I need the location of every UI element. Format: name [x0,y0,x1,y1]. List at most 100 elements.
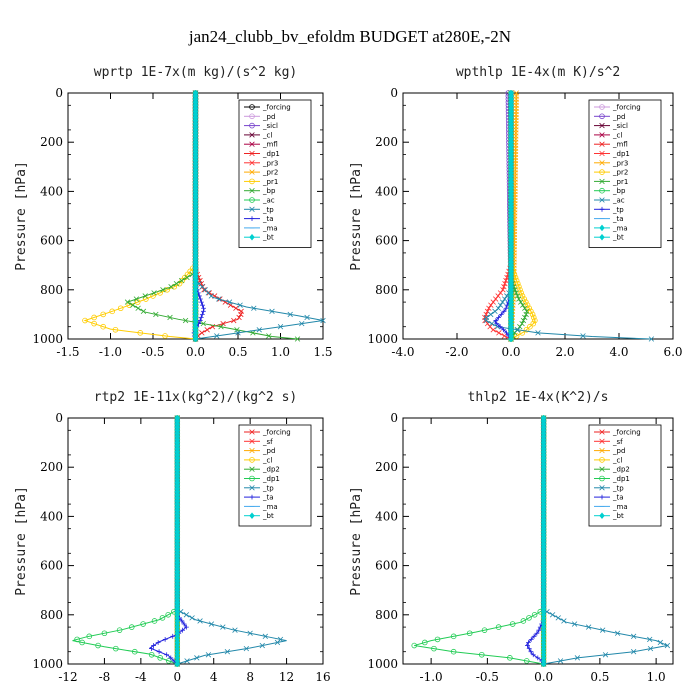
series-marker [218,324,224,330]
series-marker [134,299,141,305]
legend-label: _sicl [262,122,278,130]
series-marker [523,658,530,664]
x-tick-label: -8 [99,670,111,684]
series-marker [183,612,190,618]
series-marker [520,317,527,324]
series-marker [521,296,527,302]
series-marker [142,293,148,299]
x-tick-label: -12 [58,670,77,684]
series-marker [168,284,174,290]
series-marker [256,327,262,333]
y-tick-label: 600 [375,234,398,248]
chart-panel-2: wpthlp 1E-4x(m K)/s^2 Pressure [hPa] 0 200 4… [349,65,683,359]
series-marker [544,609,550,615]
legend-label: _ma [612,224,628,232]
y-axis-label: Pressure [hPa] [349,161,364,271]
series-marker [151,643,157,648]
series-marker [233,305,239,311]
legend-marker [599,178,605,185]
y-tick-label: 200 [375,460,398,474]
plot-frame [67,417,324,665]
series-marker [498,312,504,317]
series-marker [299,320,305,327]
series-marker [198,315,204,320]
series-bt [192,89,199,343]
series-marker [421,639,428,646]
series-marker [168,655,174,661]
legend-label: _ta [262,215,274,223]
series-marker [179,618,185,624]
x-tick-label: -0.5 [476,670,499,684]
legend-marker [249,438,255,444]
series-marker [514,280,521,287]
x-tick-label: 1.0 [271,345,290,359]
series-marker [500,287,506,293]
series-marker [495,293,501,299]
legend-marker [249,233,255,241]
legend-label: _bt [262,512,274,520]
series-marker [530,652,536,658]
legend: _forcing_sf_pd_cl _dp2_dp1_tp _ta_ma_bt [238,424,312,527]
legend-marker [249,169,255,175]
series-marker [574,655,581,661]
series-marker [531,611,538,618]
legend-label: _ta [262,494,274,502]
series-marker [515,327,521,333]
series-marker [518,290,524,296]
series-marker [614,630,621,636]
series-marker [509,621,516,627]
series-marker [91,320,97,327]
legend-marker [249,122,255,129]
legend-label: _pr3 [262,159,278,167]
chart-panel-1: wprtp 1E-7x(m kg)/(s^2 kg) Pressure [hPa]… [14,65,333,359]
series-marker [517,286,523,293]
series-marker [86,633,93,640]
series-marker [526,615,532,621]
legend-marker [249,160,255,166]
legend-box [588,424,662,527]
x-tick-label: 12 [279,670,294,684]
y-tick-label: 0 [55,411,63,425]
x-tick-label: 1.5 [313,345,332,359]
legend-label: _forcing [612,104,641,112]
legend-label: _sf [262,438,273,446]
series-marker [523,326,530,333]
series-marker [527,323,533,330]
legend-marker [599,224,605,232]
series-marker [411,642,418,649]
legend-marker [249,206,255,212]
legend-marker [249,485,255,491]
legend-marker [249,512,255,520]
legend-label: _tp [612,206,624,214]
x-tick-label: 1.0 [647,670,666,684]
series-marker [508,335,514,343]
series-marker [523,311,529,318]
series-marker [237,302,243,308]
series-marker [236,314,242,321]
legend-marker [599,169,605,175]
y-tick-label: 600 [40,559,63,573]
series-marker [664,642,671,649]
x-tick-label: 0.5 [590,670,609,684]
series-marker [520,302,526,308]
series-marker [208,293,214,299]
legend-marker [249,188,255,194]
legend-label: _pr3 [612,159,628,167]
series-marker [238,311,244,318]
series-marker [160,287,166,293]
series-marker [197,277,203,284]
series-marker [277,324,284,330]
series-marker [204,327,210,333]
series-marker [274,639,281,646]
x-tick-label: 0 [173,670,181,684]
series-marker [557,658,564,664]
x-tick-label: 0.0 [186,345,205,359]
series-marker [165,611,171,618]
series-marker [162,637,168,642]
legend-marker [249,466,255,472]
legend-label: _pd [262,113,275,121]
figure-title: jan24_clubb_bv_efoldm BUDGET at280E,-2N [188,27,511,46]
series-marker [224,649,231,655]
series-marker [512,287,518,293]
series-marker [504,274,510,281]
